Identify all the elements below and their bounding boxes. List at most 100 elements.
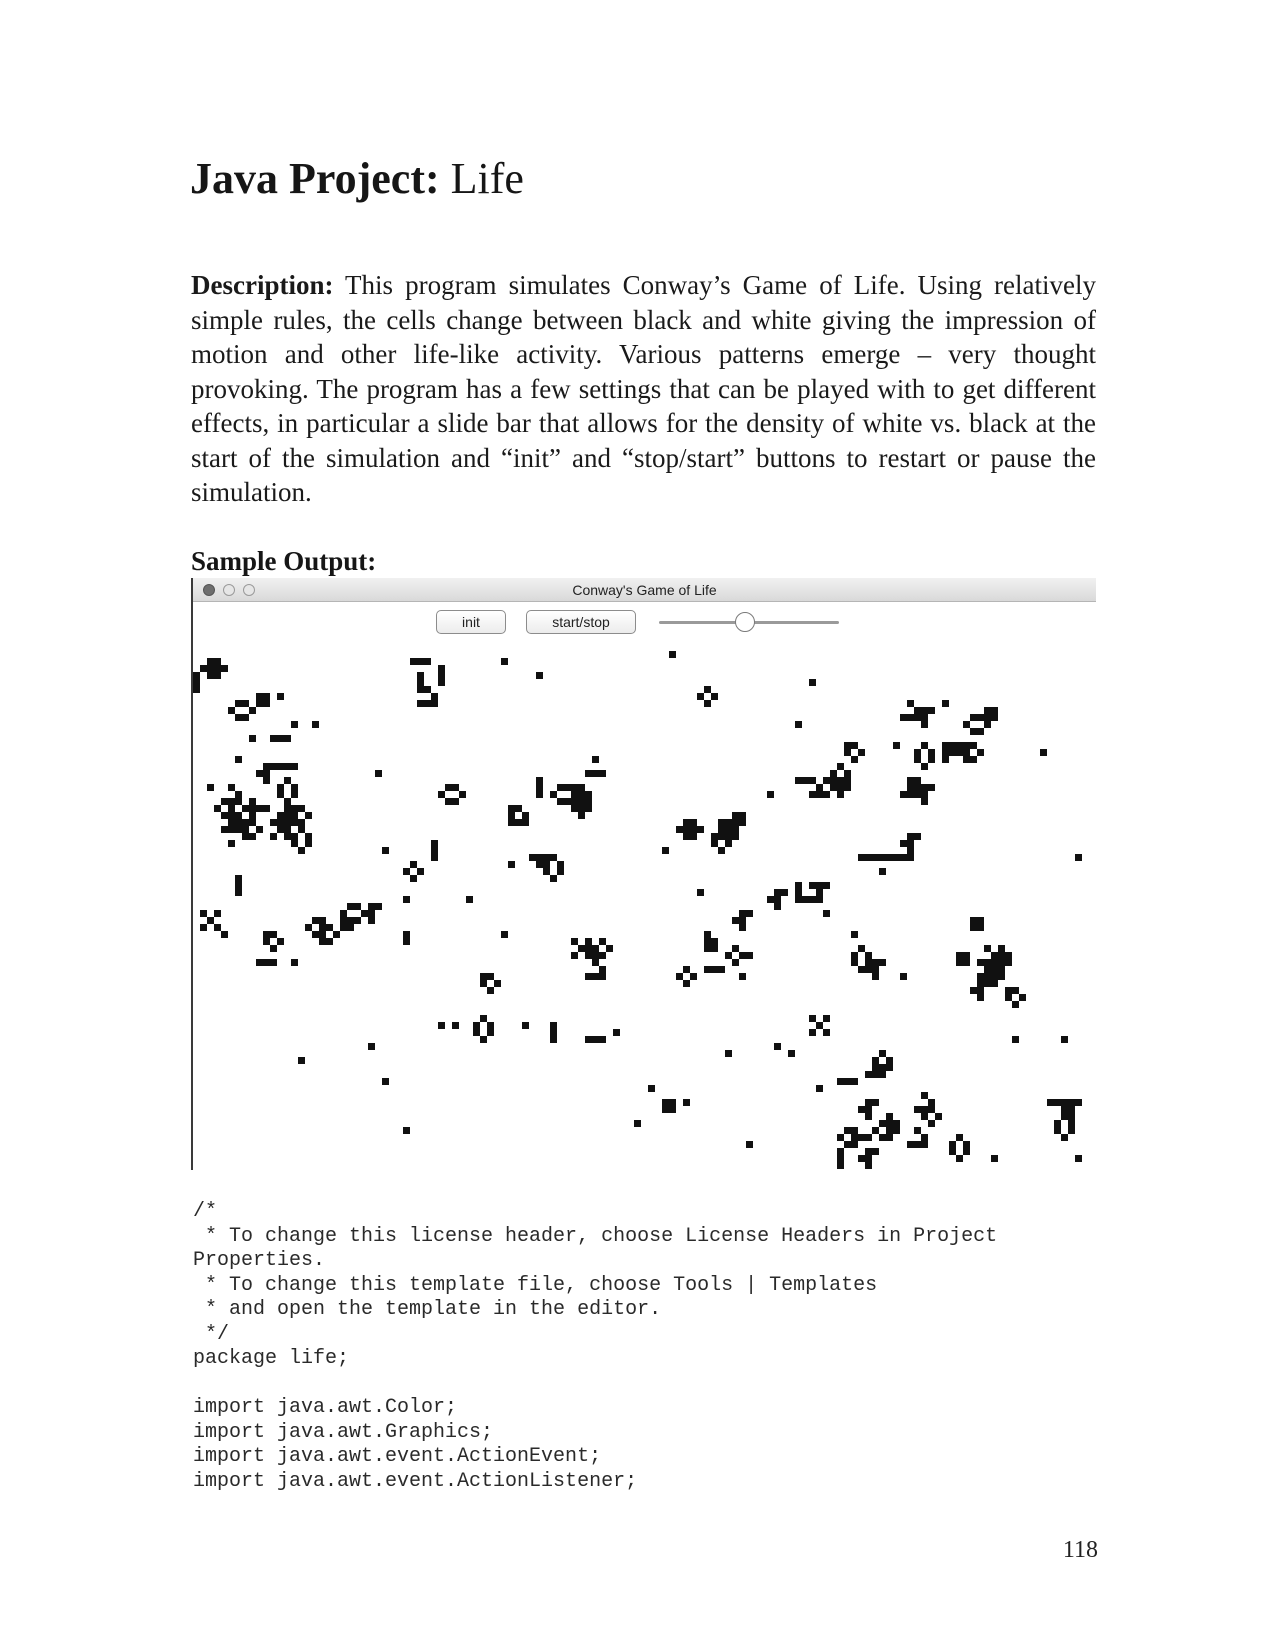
live-cell <box>865 1148 872 1155</box>
live-cell <box>823 777 830 784</box>
live-cell <box>921 1113 928 1120</box>
minimize-window-icon[interactable] <box>223 584 235 596</box>
live-cell <box>298 805 305 812</box>
live-cell <box>893 742 900 749</box>
live-cell <box>837 1155 844 1162</box>
live-cell <box>270 819 277 826</box>
live-cell <box>382 847 389 854</box>
live-cell <box>438 672 445 679</box>
live-cell <box>823 1029 830 1036</box>
live-cell <box>550 1022 557 1029</box>
window-title-bar[interactable]: Conway's Game of Life <box>193 578 1096 602</box>
live-cell <box>557 798 564 805</box>
live-cell <box>844 1127 851 1134</box>
live-cell <box>298 1057 305 1064</box>
live-cell <box>711 938 718 945</box>
live-cell <box>235 826 242 833</box>
live-cell <box>823 882 830 889</box>
live-cell <box>263 693 270 700</box>
page-number: 118 <box>1062 1537 1098 1563</box>
live-cell <box>851 1141 858 1148</box>
live-cell <box>648 1085 655 1092</box>
start-stop-button[interactable]: start/stop <box>526 610 636 634</box>
live-cell <box>1061 1113 1068 1120</box>
close-window-icon[interactable] <box>203 584 215 596</box>
live-cell <box>228 805 235 812</box>
live-cell <box>291 721 298 728</box>
live-cell <box>718 826 725 833</box>
live-cell <box>480 1015 487 1022</box>
live-cell <box>886 1134 893 1141</box>
live-cell <box>228 798 235 805</box>
live-cell <box>991 707 998 714</box>
live-cell <box>1075 1155 1082 1162</box>
live-cell <box>928 1106 935 1113</box>
live-cell <box>536 861 543 868</box>
description-label: Description: <box>191 270 334 300</box>
live-cell <box>872 1148 879 1155</box>
live-cell <box>599 770 606 777</box>
live-cell <box>1005 994 1012 1001</box>
live-cell <box>662 847 669 854</box>
live-cell <box>207 672 214 679</box>
live-cell <box>256 826 263 833</box>
live-cell <box>928 784 935 791</box>
live-cell <box>921 791 928 798</box>
live-cell <box>214 665 221 672</box>
live-cell <box>718 847 725 854</box>
density-slider[interactable] <box>659 612 839 632</box>
page-title-rest: Life <box>439 154 524 203</box>
live-cell <box>984 714 991 721</box>
live-cell <box>452 784 459 791</box>
live-cell <box>879 959 886 966</box>
live-cell <box>858 854 865 861</box>
live-cell <box>221 665 228 672</box>
live-cell <box>970 987 977 994</box>
live-cell <box>816 882 823 889</box>
live-cell <box>942 756 949 763</box>
live-cell <box>473 1029 480 1036</box>
live-cell <box>1040 749 1047 756</box>
live-cell <box>585 1036 592 1043</box>
live-cell <box>228 840 235 847</box>
live-cell <box>774 889 781 896</box>
live-cell <box>823 791 830 798</box>
live-cell <box>1075 1099 1082 1106</box>
live-cell <box>914 749 921 756</box>
maximize-window-icon[interactable] <box>243 584 255 596</box>
live-cell <box>326 924 333 931</box>
live-cell <box>921 763 928 770</box>
live-cell <box>865 1099 872 1106</box>
live-cell <box>284 819 291 826</box>
sample-output-heading: Sample Output: <box>191 546 377 576</box>
live-cell <box>270 833 277 840</box>
live-cell <box>284 812 291 819</box>
live-cell <box>305 812 312 819</box>
live-cell <box>683 826 690 833</box>
live-cell <box>263 770 270 777</box>
live-cell <box>921 1141 928 1148</box>
live-cell <box>977 987 984 994</box>
live-cell <box>354 903 361 910</box>
live-cell <box>984 973 991 980</box>
init-button[interactable]: init <box>436 610 506 634</box>
live-cell <box>242 826 249 833</box>
live-cell <box>781 889 788 896</box>
controls-bar: init start/stop <box>193 602 1096 642</box>
live-cell <box>732 812 739 819</box>
live-cell <box>928 707 935 714</box>
code-line: import java.awt.Graphics; <box>193 1420 494 1444</box>
live-cell <box>942 700 949 707</box>
live-cell <box>739 812 746 819</box>
live-cell <box>291 805 298 812</box>
live-cell <box>907 840 914 847</box>
density-slider-thumb[interactable] <box>735 612 756 632</box>
live-cell <box>851 959 858 966</box>
live-cell <box>235 791 242 798</box>
live-cell <box>921 721 928 728</box>
live-cell <box>676 826 683 833</box>
live-cell <box>235 889 242 896</box>
live-cell <box>907 700 914 707</box>
live-cell <box>991 959 998 966</box>
live-cell <box>515 805 522 812</box>
